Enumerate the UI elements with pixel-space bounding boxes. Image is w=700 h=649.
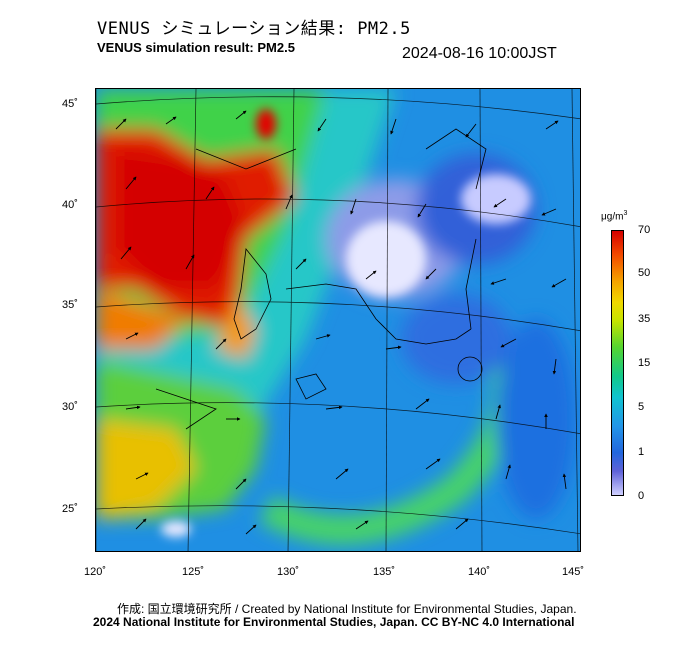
colorbar <box>611 230 624 496</box>
colorbar-label-1: 1 <box>638 446 645 458</box>
lat-tick-30: 30˚ <box>62 401 78 413</box>
colorbar-label-35: 35 <box>638 313 651 325</box>
lon-tick-125: 125˚ <box>182 566 205 578</box>
lon-tick-145: 145˚ <box>562 566 585 578</box>
lon-tick-130: 130˚ <box>277 566 300 578</box>
colorbar-unit: μg/m3 <box>601 210 628 223</box>
title-japanese: VENUS シミュレーション結果: PM2.5 <box>97 19 411 39</box>
credit-text: 作成: 国立環境研究所 / Created by National Instit… <box>117 602 577 616</box>
colorbar-label-0: 0 <box>638 490 645 502</box>
pm25-map <box>95 88 581 552</box>
lat-tick-45: 45˚ <box>62 98 78 110</box>
lon-tick-135: 135˚ <box>373 566 396 578</box>
title-english: VENUS simulation result: PM2.5 <box>97 40 295 55</box>
lon-tick-120: 120˚ <box>84 566 107 578</box>
colorbar-label-15: 15 <box>638 357 651 369</box>
lon-tick-140: 140˚ <box>468 566 491 578</box>
lat-tick-25: 25˚ <box>62 503 78 515</box>
pm25-field <box>96 89 580 551</box>
colorbar-label-5: 5 <box>638 401 645 413</box>
lat-tick-40: 40˚ <box>62 199 78 211</box>
copyright-text: 2024 National Institute for Environmenta… <box>93 615 575 629</box>
timestamp: 2024-08-16 10:00JST <box>402 45 557 62</box>
lat-tick-35: 35˚ <box>62 299 78 311</box>
colorbar-label-50: 50 <box>638 267 651 279</box>
colorbar-label-70: 70 <box>638 224 651 236</box>
